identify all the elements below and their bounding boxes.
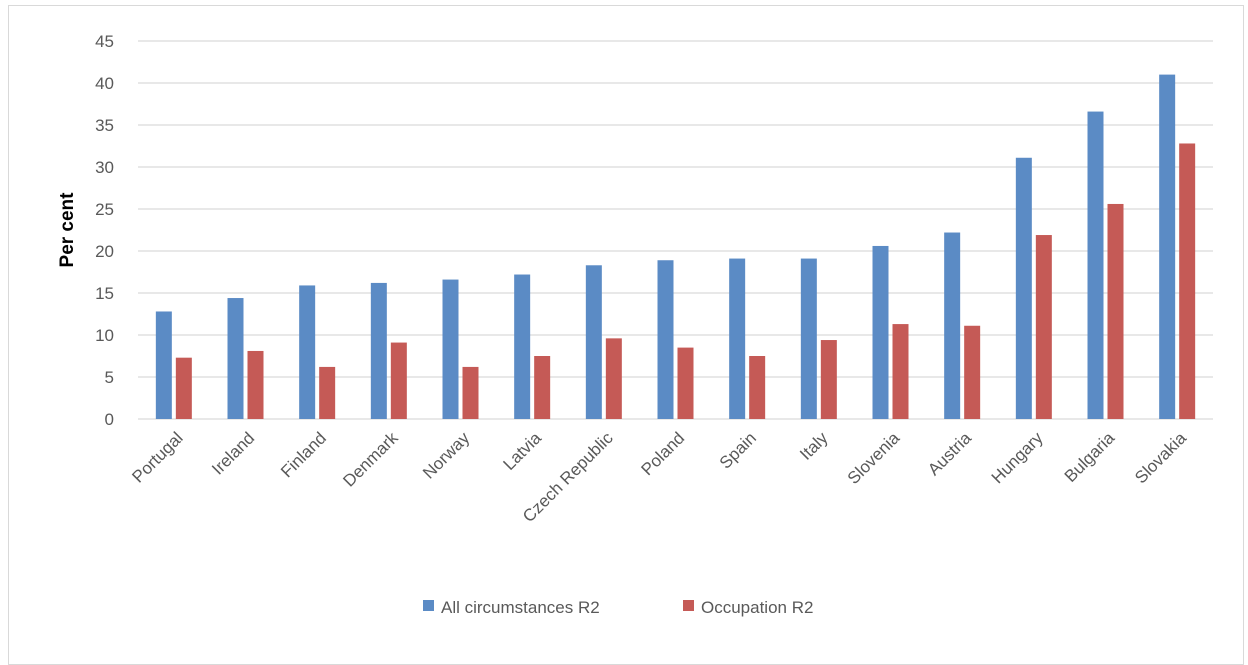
- bar-occupation: [534, 356, 551, 419]
- legend-swatch: [683, 600, 694, 611]
- x-tick-label: Norway: [419, 428, 474, 483]
- x-tick-label: Spain: [716, 428, 760, 472]
- y-tick-label: 25: [95, 200, 114, 219]
- bar-all-circumstances: [800, 258, 817, 419]
- x-tick-label: Poland: [637, 428, 688, 479]
- bar-all-circumstances: [299, 285, 316, 419]
- legend-swatch: [423, 600, 434, 611]
- y-tick-label: 30: [95, 158, 114, 177]
- bar-all-circumstances: [872, 245, 889, 419]
- bar-occupation: [749, 356, 766, 419]
- y-tick-label: 10: [95, 326, 114, 345]
- legend: All circumstances R2 Occupation R2: [423, 598, 813, 617]
- x-tick-label: Slovakia: [1131, 428, 1190, 487]
- bar-occupation: [462, 366, 479, 419]
- y-axis-label: Per cent: [57, 192, 78, 268]
- bar-occupation: [247, 350, 264, 419]
- bar-occupation: [892, 324, 909, 419]
- bar-all-circumstances: [944, 232, 961, 419]
- bars: [155, 74, 1196, 420]
- bar-occupation: [1035, 235, 1052, 419]
- bar-all-circumstances: [729, 258, 746, 419]
- bar-occupation: [175, 357, 192, 419]
- bar-occupation: [677, 347, 694, 419]
- x-tick-label: Italy: [796, 428, 832, 464]
- legend-label: All circumstances R2: [441, 598, 600, 617]
- bar-all-circumstances: [442, 279, 459, 419]
- bar-all-circumstances: [657, 260, 674, 419]
- bar-occupation: [390, 342, 407, 419]
- x-tick-label: Finland: [277, 428, 330, 481]
- bar-occupation: [820, 340, 837, 419]
- x-axis-ticks: Portugal Ireland Finland Denmark Norway Latvi…: [128, 428, 1190, 526]
- bar-all-circumstances: [585, 265, 602, 419]
- x-tick-label: Hungary: [988, 428, 1047, 487]
- x-tick-label: Portugal: [128, 428, 186, 486]
- x-tick-label: Bulgaria: [1061, 428, 1119, 486]
- bar-all-circumstances: [1159, 74, 1176, 419]
- bar-all-circumstances: [1015, 157, 1032, 419]
- bar-all-circumstances: [155, 311, 172, 419]
- bar-occupation: [1107, 203, 1124, 419]
- bar-occupation: [1179, 143, 1196, 420]
- y-tick-label: 40: [95, 74, 114, 93]
- bar-chart: 0 5 10 15 20 25 30 35 40 45 Portugal Ireland Finlan…: [57, 32, 1213, 617]
- bar-occupation: [605, 338, 622, 419]
- bar-all-circumstances: [514, 274, 531, 419]
- y-tick-label: 15: [95, 284, 114, 303]
- y-axis-ticks: 0 5 10 15 20 25 30 35 40 45: [95, 32, 114, 429]
- gridlines: [138, 40, 1213, 420]
- y-tick-label: 35: [95, 116, 114, 135]
- bar-occupation: [319, 366, 336, 419]
- legend-label: Occupation R2: [701, 598, 813, 617]
- y-tick-label: 45: [95, 32, 114, 51]
- y-tick-label: 5: [105, 368, 114, 387]
- bar-all-circumstances: [1087, 111, 1104, 419]
- x-tick-label: Latvia: [499, 428, 545, 474]
- x-tick-label: Slovenia: [844, 428, 904, 488]
- y-tick-label: 0: [105, 410, 114, 429]
- y-tick-label: 20: [95, 242, 114, 261]
- x-tick-label: Denmark: [339, 428, 402, 491]
- bar-all-circumstances: [227, 298, 244, 419]
- x-tick-label: Ireland: [208, 428, 258, 478]
- x-tick-label: Austria: [924, 428, 975, 479]
- bar-all-circumstances: [370, 282, 387, 419]
- bar-occupation: [964, 325, 981, 419]
